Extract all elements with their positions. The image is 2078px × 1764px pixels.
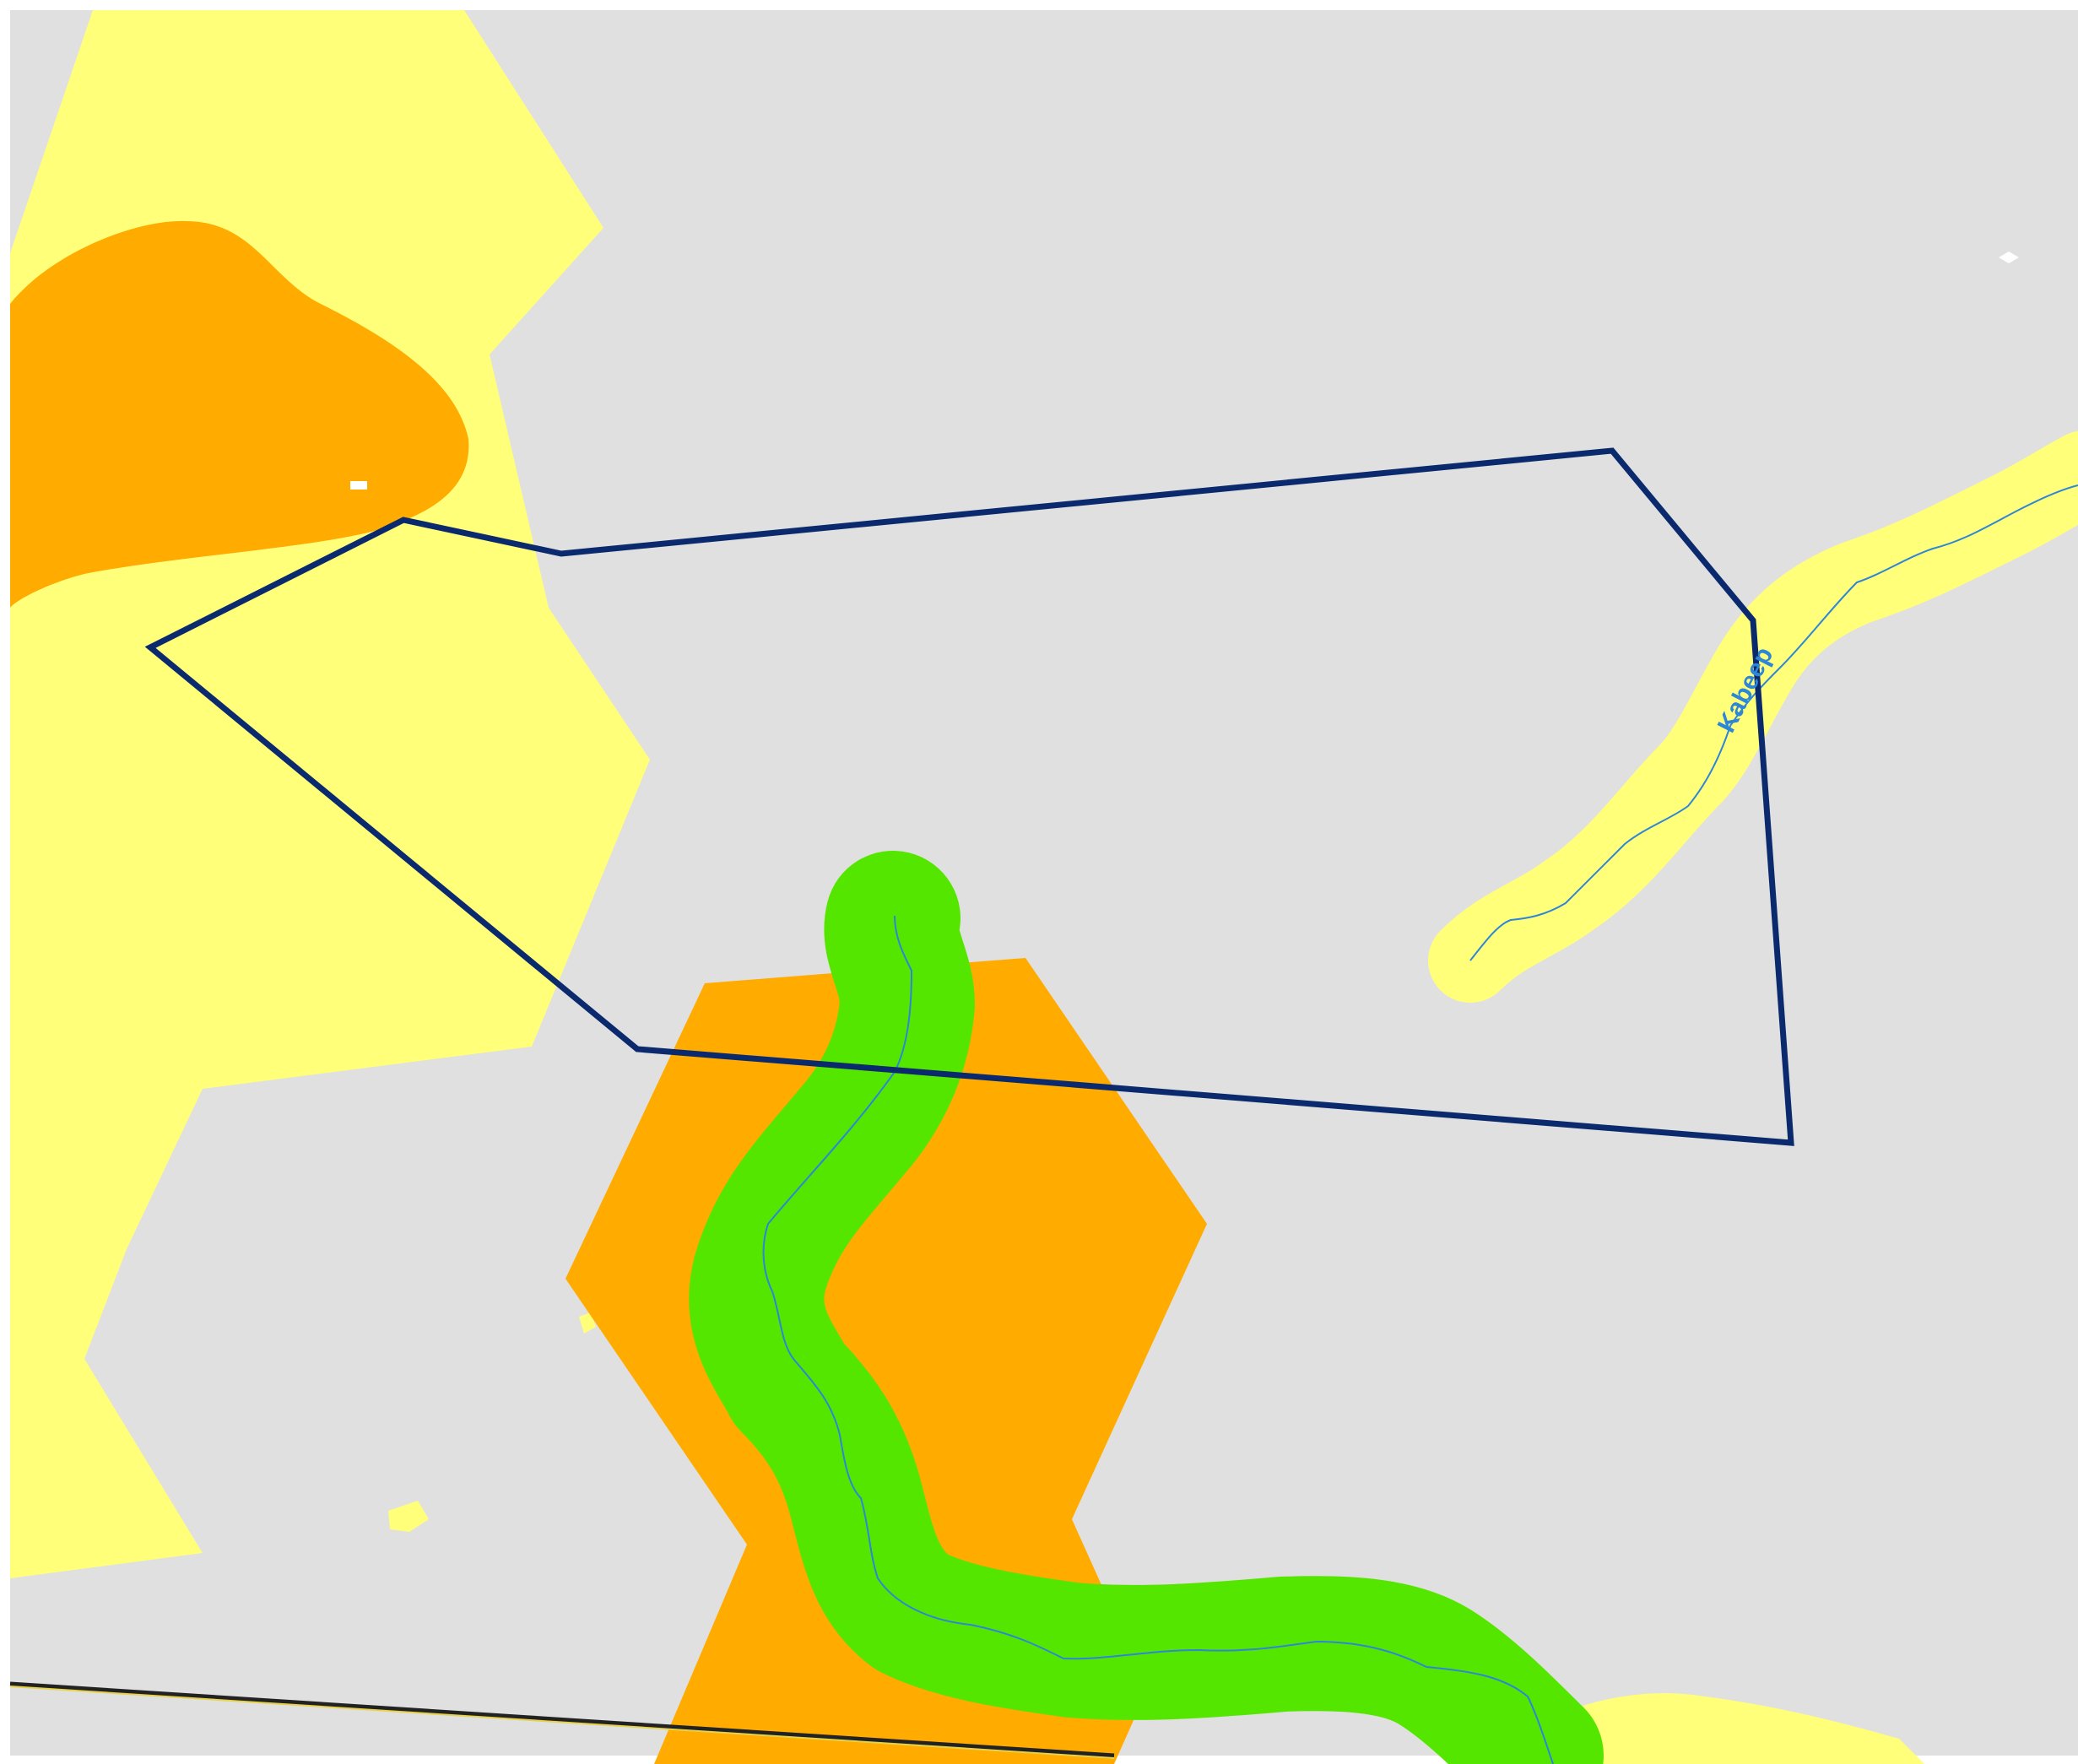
road-line — [9, 1681, 1115, 1758]
hazard-zone-high-northwest — [10, 220, 469, 608]
hazard-zone-low-patch — [579, 1312, 596, 1334]
site-boundary[interactable] — [144, 447, 1794, 1146]
hazard-zone-low-southeast — [1545, 1693, 1924, 1764]
hazard-zone-high-south — [565, 958, 1207, 1764]
stream-line-kabeep — [1469, 484, 2078, 961]
white-speck — [350, 481, 367, 490]
road-line-casing — [9, 1686, 1115, 1759]
stream-line-main — [762, 915, 1554, 1764]
white-speck-northeast — [1999, 252, 2019, 263]
river-buffer — [689, 851, 1604, 1764]
hazard-zone-low-patch — [388, 1501, 429, 1532]
